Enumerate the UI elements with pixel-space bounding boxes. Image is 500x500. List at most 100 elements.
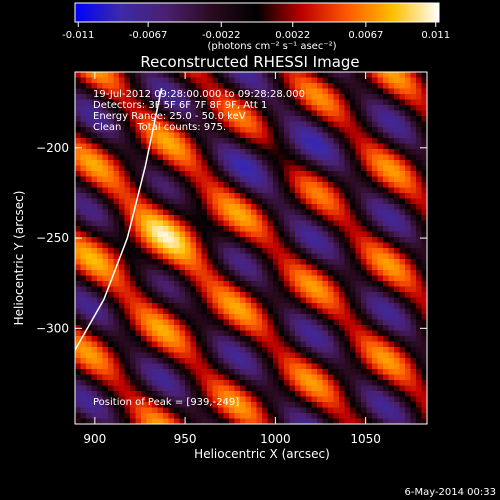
- heatmap-cell: [350, 204, 357, 211]
- heatmap-cell: [405, 171, 412, 178]
- heatmap-cell: [256, 319, 263, 326]
- heatmap-cell: [108, 319, 115, 326]
- heatmap-cell: [185, 94, 192, 101]
- heatmap-cell: [124, 248, 131, 255]
- heatmap-cell: [405, 116, 412, 123]
- heatmap-cell: [317, 226, 324, 233]
- heatmap-cell: [80, 369, 87, 376]
- heatmap-cell: [157, 363, 164, 370]
- heatmap-cell: [113, 297, 120, 304]
- heatmap-cell: [174, 330, 181, 337]
- heatmap-cell: [212, 99, 219, 106]
- heatmap-cell: [141, 314, 148, 321]
- heatmap-cell: [339, 116, 346, 123]
- heatmap-cell: [97, 77, 104, 84]
- heatmap-cell: [146, 407, 153, 414]
- heatmap-cell: [157, 352, 164, 359]
- heatmap-cell: [124, 121, 131, 128]
- heatmap-cell: [86, 83, 93, 90]
- heatmap-cell: [91, 308, 98, 315]
- heatmap-cell: [124, 292, 131, 299]
- heatmap-cell: [377, 253, 384, 260]
- heatmap-cell: [86, 286, 93, 293]
- heatmap-cell: [130, 77, 137, 84]
- heatmap-cell: [75, 352, 82, 359]
- heatmap-cell: [333, 182, 340, 189]
- heatmap-cell: [234, 319, 241, 326]
- heatmap-cell: [168, 286, 175, 293]
- heatmap-cell: [317, 347, 324, 354]
- heatmap-cell: [119, 325, 126, 332]
- heatmap-cell: [223, 121, 230, 128]
- heatmap-cell: [383, 286, 390, 293]
- heatmap-cell: [322, 374, 329, 381]
- heatmap-cell: [185, 209, 192, 216]
- heatmap-cell: [421, 297, 427, 304]
- heatmap-cell: [399, 231, 406, 238]
- heatmap-cell: [212, 237, 219, 244]
- heatmap-cell: [350, 99, 357, 106]
- heatmap-cell: [240, 209, 247, 216]
- heatmap-cell: [201, 380, 208, 387]
- heatmap-cell: [350, 264, 357, 271]
- heatmap-cell: [256, 187, 263, 194]
- heatmap-cell: [152, 198, 159, 205]
- heatmap-cell: [399, 127, 406, 134]
- heatmap-cell: [311, 413, 318, 420]
- heatmap-cell: [355, 83, 362, 90]
- heatmap-cell: [196, 314, 203, 321]
- heatmap-cell: [190, 325, 197, 332]
- heatmap-cell: [86, 209, 93, 216]
- heatmap-cell: [333, 132, 340, 139]
- heatmap-cell: [278, 187, 285, 194]
- heatmap-cell: [300, 275, 307, 282]
- heatmap-cell: [234, 138, 241, 145]
- heatmap-cell: [157, 242, 164, 249]
- heatmap-cell: [306, 72, 313, 79]
- heatmap-cell: [207, 380, 214, 387]
- heatmap-cell: [174, 292, 181, 299]
- heatmap-cell: [366, 121, 373, 128]
- heatmap-cell: [410, 127, 417, 134]
- heatmap-cell: [135, 407, 142, 414]
- heatmap-cell: [394, 132, 401, 139]
- heatmap-cell: [278, 171, 285, 178]
- heatmap-cell: [366, 88, 373, 95]
- heatmap-cell: [113, 88, 120, 95]
- heatmap-cell: [333, 99, 340, 106]
- heatmap-cell: [333, 286, 340, 293]
- heatmap-cell: [366, 165, 373, 172]
- heatmap-cell: [124, 308, 131, 315]
- heatmap-cell: [207, 402, 214, 409]
- heatmap-cell: [278, 226, 285, 233]
- heatmap-cell: [185, 314, 192, 321]
- heatmap-cell: [190, 303, 197, 310]
- heatmap-cell: [339, 77, 346, 84]
- heatmap-cell: [251, 374, 258, 381]
- heatmap-cell: [262, 358, 269, 365]
- heatmap-cell: [339, 413, 346, 420]
- heatmap-cell: [168, 116, 175, 123]
- heatmap-cell: [421, 193, 427, 200]
- heatmap-cell: [295, 72, 302, 79]
- heatmap-cell: [295, 231, 302, 238]
- heatmap-cell: [130, 352, 137, 359]
- heatmap-cell: [405, 341, 412, 348]
- heatmap-cell: [256, 105, 263, 112]
- heatmap-cell: [256, 149, 263, 156]
- heatmap-cell: [416, 88, 423, 95]
- heatmap-cell: [350, 220, 357, 227]
- heatmap-cell: [119, 297, 126, 304]
- heatmap-cell: [361, 176, 368, 183]
- heatmap-cell: [416, 402, 423, 409]
- heatmap-cell: [108, 83, 115, 90]
- heatmap-cell: [141, 286, 148, 293]
- heatmap-cell: [350, 407, 357, 414]
- heatmap-cell: [317, 94, 324, 101]
- heatmap-cell: [394, 303, 401, 310]
- heatmap-cell: [196, 220, 203, 227]
- heatmap-cell: [421, 358, 427, 365]
- heatmap-cell: [185, 193, 192, 200]
- heatmap-cell: [174, 396, 181, 403]
- heatmap-cell: [317, 198, 324, 205]
